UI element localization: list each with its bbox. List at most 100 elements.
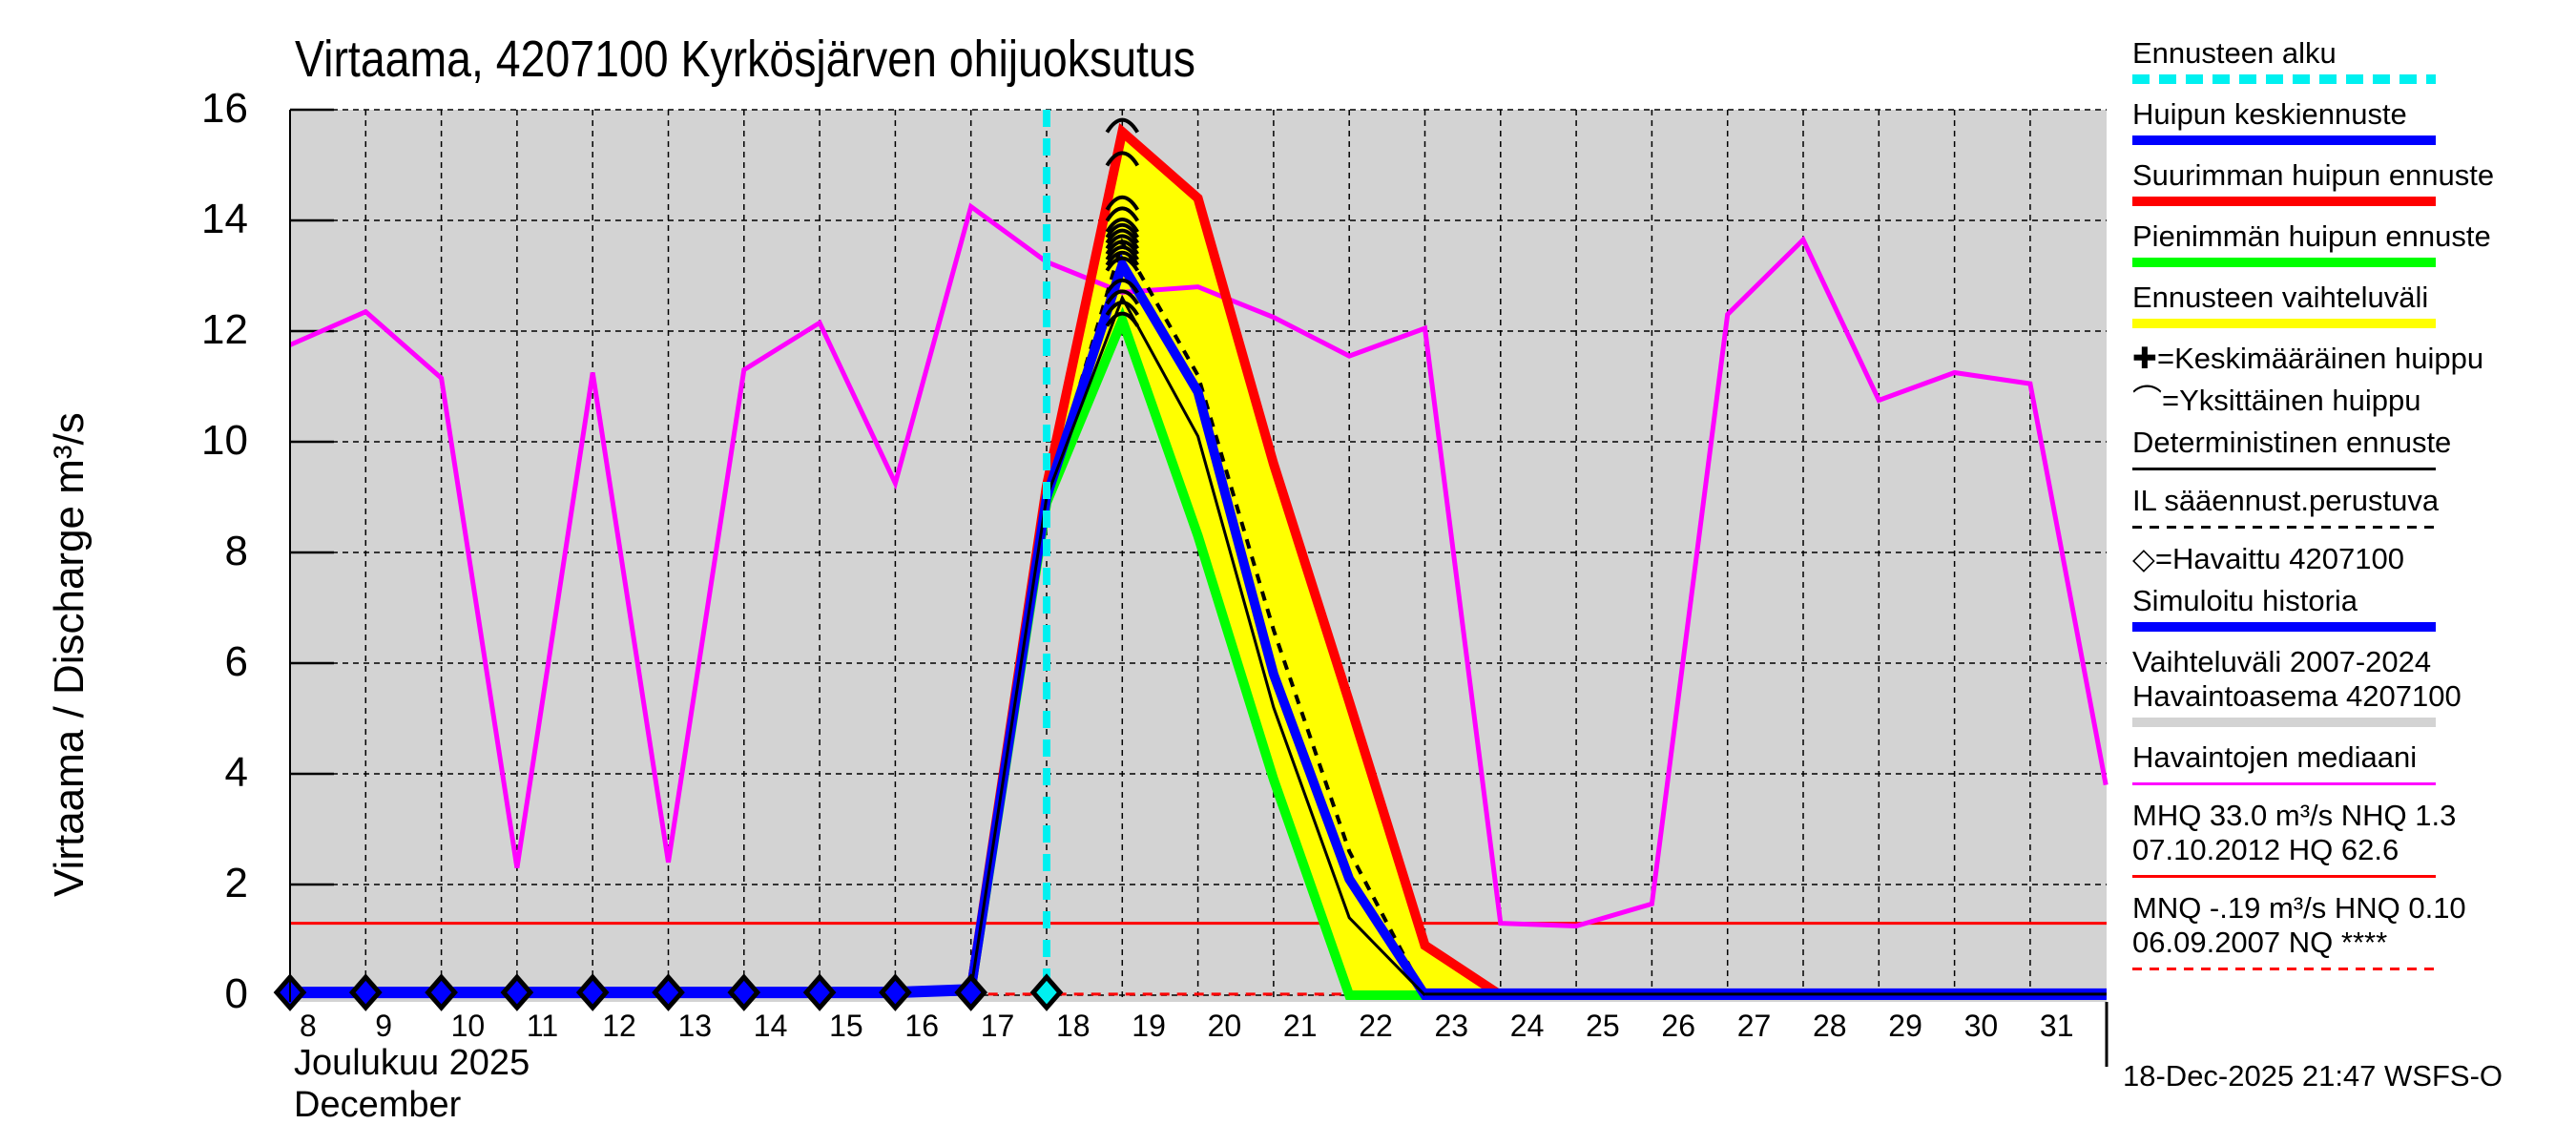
legend-item: Deterministinen ennuste: [2132, 426, 2571, 470]
x-tick-label: 9: [375, 1009, 393, 1043]
observed-diamond-icon: [1029, 973, 1064, 1011]
month-label-en: December: [294, 1085, 462, 1125]
legend-item: Ennusteen vaihteluväli: [2132, 281, 2571, 328]
x-tick-label: 10: [450, 1009, 486, 1043]
legend: Ennusteen alku Huipun keskiennuste Suurimm…: [2132, 36, 2571, 984]
observed-diamond-icon: [575, 973, 610, 1011]
legend-label: IL sääennust.perustuva: [2132, 484, 2440, 517]
y-axis-label: Virtaama / Discharge m³/s: [46, 412, 93, 897]
legend-swatch: [2132, 197, 2436, 206]
individual-peak-icon: [1105, 206, 1140, 222]
chart-title: Virtaama, 4207100 Kyrkösjärven ohijuoksu…: [295, 31, 1195, 88]
legend-swatch: [2132, 74, 2436, 84]
x-tick-label: 16: [904, 1009, 939, 1043]
legend-item: MHQ 33.0 m³/s NHQ 1.3 07.10.2012 HQ 62.6: [2132, 799, 2571, 878]
x-tick-label: 31: [2039, 1009, 2074, 1043]
y-tick-label: 16: [201, 85, 248, 132]
observed-diamond-icon: [727, 973, 761, 1011]
legend-swatch: [2132, 258, 2436, 267]
x-tick-label: 26: [1661, 1009, 1695, 1043]
individual-peak-icon: [1105, 195, 1140, 211]
legend-swatch: [2132, 875, 2436, 878]
y-tick-label: 6: [224, 638, 248, 685]
legend-item: Ennusteen alku: [2132, 36, 2571, 84]
legend-swatch: [2132, 526, 2436, 529]
legend-label: MHQ 33.0 m³/s NHQ 1.3: [2132, 799, 2457, 832]
y-tick-label: 12: [201, 306, 248, 353]
x-tick-label: 11: [526, 1009, 559, 1043]
legend-label: Havaintojen mediaani: [2132, 740, 2418, 774]
individual-peak-icon: [1105, 117, 1140, 134]
grid-lines: [290, 108, 2107, 1002]
legend-swatch: [2132, 718, 2436, 727]
individual-peak-icon: [1105, 289, 1140, 305]
max-peak-forecast-line: [966, 122, 2107, 1000]
y-tick-label: 10: [201, 417, 248, 464]
legend-item: ⌒=Yksittäinen huippu: [2132, 384, 2571, 418]
legend-swatch: [2132, 468, 2436, 470]
x-tick-label: 24: [1509, 1009, 1545, 1043]
x-tick-label: 22: [1359, 1009, 1393, 1043]
observed-diamond-icon: [954, 973, 988, 1011]
x-tick-label: 17: [980, 1009, 1015, 1043]
observed-diamond-icon: [348, 973, 383, 1011]
x-tick-label: 27: [1736, 1009, 1772, 1043]
legend-item: Vaihteluväli 2007-2024 Havaintoasema 4207…: [2132, 645, 2571, 727]
legend-swatch: [2132, 782, 2436, 785]
x-tick-label: 19: [1132, 1009, 1166, 1043]
legend-swatch: [2132, 135, 2436, 145]
y-tick-label: 14: [201, 196, 248, 242]
month-label-fi: Joulukuu 2025: [294, 1043, 530, 1083]
individual-peak-icon: [1105, 311, 1140, 327]
individual-peak-icon: [1105, 278, 1140, 294]
legend-item: ◇=Havaittu 4207100: [2132, 542, 2571, 576]
x-tick-label: 18: [1056, 1009, 1091, 1043]
observed-diamond-icon: [802, 973, 837, 1011]
y-tick-label: 8: [224, 528, 248, 574]
legend-label-2: 06.09.2007 NQ ****: [2132, 926, 2388, 959]
legend-item: Pienimmän huipun ennuste: [2132, 219, 2571, 267]
legend-item: MNQ -.19 m³/s HNQ 0.10 06.09.2007 NQ ****: [2132, 891, 2571, 970]
legend-label: Vaihteluväli 2007-2024: [2132, 645, 2432, 678]
x-tick-label: 30: [1963, 1009, 1999, 1043]
timestamp-footer: 18-Dec-2025 21:47 WSFS-O: [2123, 1059, 2503, 1093]
legend-label-2: 07.10.2012 HQ 62.6: [2132, 833, 2399, 866]
x-tick-label: 25: [1586, 1009, 1620, 1043]
x-tick-label: 23: [1434, 1009, 1469, 1043]
legend-label: Deterministinen ennuste: [2132, 426, 2452, 459]
x-tick-label: 13: [677, 1009, 713, 1043]
x-tick-label: 21: [1282, 1009, 1318, 1043]
legend-item: Suurimman huipun ennuste: [2132, 158, 2571, 206]
legend-label: Huipun keskiennuste: [2132, 97, 2407, 131]
legend-label: MNQ -.19 m³/s HNQ 0.10: [2132, 891, 2466, 925]
legend-label: Simuloitu historia: [2132, 584, 2358, 617]
legend-label: Suurimman huipun ennuste: [2132, 158, 2495, 192]
observed-diamond-icon: [879, 973, 912, 1011]
observed-diamond-icon: [652, 973, 685, 1011]
individual-peak-icon: [1105, 245, 1140, 261]
legend-item: ✚=Keskimääräinen huippu: [2132, 342, 2571, 376]
individual-peak-icon: [1105, 234, 1140, 250]
individual-peak-icon: [1105, 151, 1140, 167]
legend-label: Ennusteen vaihteluväli: [2132, 281, 2429, 314]
legend-item: IL sääennust.perustuva: [2132, 484, 2571, 529]
individual-peak-icon: [1105, 222, 1140, 239]
individual-peak-icon: [1105, 239, 1140, 256]
x-tick-label: 8: [300, 1009, 317, 1043]
legend-label-2: Havaintoasema 4207100: [2132, 679, 2462, 713]
legend-swatch: [2132, 622, 2436, 632]
observed-diamond-icon: [500, 973, 534, 1011]
individual-peak-icon: [1105, 228, 1140, 244]
x-tick-label: 28: [1813, 1009, 1847, 1043]
individual-peak-icon: [1105, 301, 1140, 317]
series-layer: [273, 110, 2109, 1011]
simulated-history-line: [290, 984, 971, 999]
x-tick-label: 20: [1207, 1009, 1242, 1043]
legend-swatch: [2132, 968, 2436, 970]
legend-label: ✚=Keskimääräinen huippu: [2132, 342, 2484, 375]
x-tick-label: 29: [1888, 1009, 1922, 1043]
x-tick-label: 14: [753, 1009, 788, 1043]
legend-label: Pienimmän huipun ennuste: [2132, 219, 2491, 253]
legend-swatch: [2132, 319, 2436, 328]
